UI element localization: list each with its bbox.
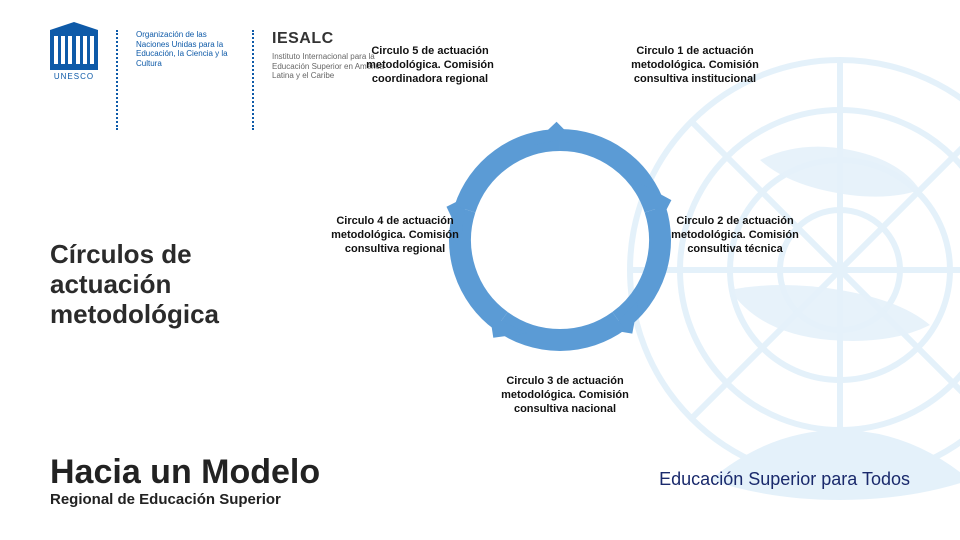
- bottom-title-sub: Regional de Educación Superior: [50, 491, 320, 508]
- org-text: Organización de las Naciones Unidas para…: [136, 30, 234, 130]
- logo-separator-icon: [252, 30, 254, 130]
- bottom-title-big: Hacia un Modelo: [50, 455, 320, 489]
- cycle-node-3: Circulo 3 de actuación metodológica. Com…: [500, 375, 630, 416]
- cycle-node-5: Circulo 5 de actuación metodológica. Com…: [365, 45, 495, 86]
- section-title: Círculos de actuación metodológica: [50, 240, 290, 330]
- cycle-node-4: Circulo 4 de actuación metodológica. Com…: [330, 215, 460, 256]
- footer-tag: Educación Superior para Todos: [659, 469, 910, 490]
- unesco-icon: UNESCO: [50, 30, 98, 81]
- cycle-node-2: Circulo 2 de actuación metodológica. Com…: [670, 215, 800, 256]
- cycle-arrows-icon: [440, 120, 680, 360]
- slide: UNESCO Organización de las Naciones Unid…: [0, 0, 960, 540]
- cycle-node-1: Circulo 1 de actuación metodológica. Com…: [630, 45, 760, 86]
- bottom-title-block: Hacia un Modelo Regional de Educación Su…: [50, 455, 320, 508]
- unesco-label: UNESCO: [54, 72, 94, 81]
- logo-separator-icon: [116, 30, 118, 130]
- cycle-diagram: Circulo 5 de actuación metodológica. Com…: [340, 40, 780, 440]
